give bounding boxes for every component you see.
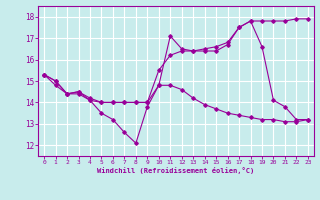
X-axis label: Windchill (Refroidissement éolien,°C): Windchill (Refroidissement éolien,°C) (97, 167, 255, 174)
